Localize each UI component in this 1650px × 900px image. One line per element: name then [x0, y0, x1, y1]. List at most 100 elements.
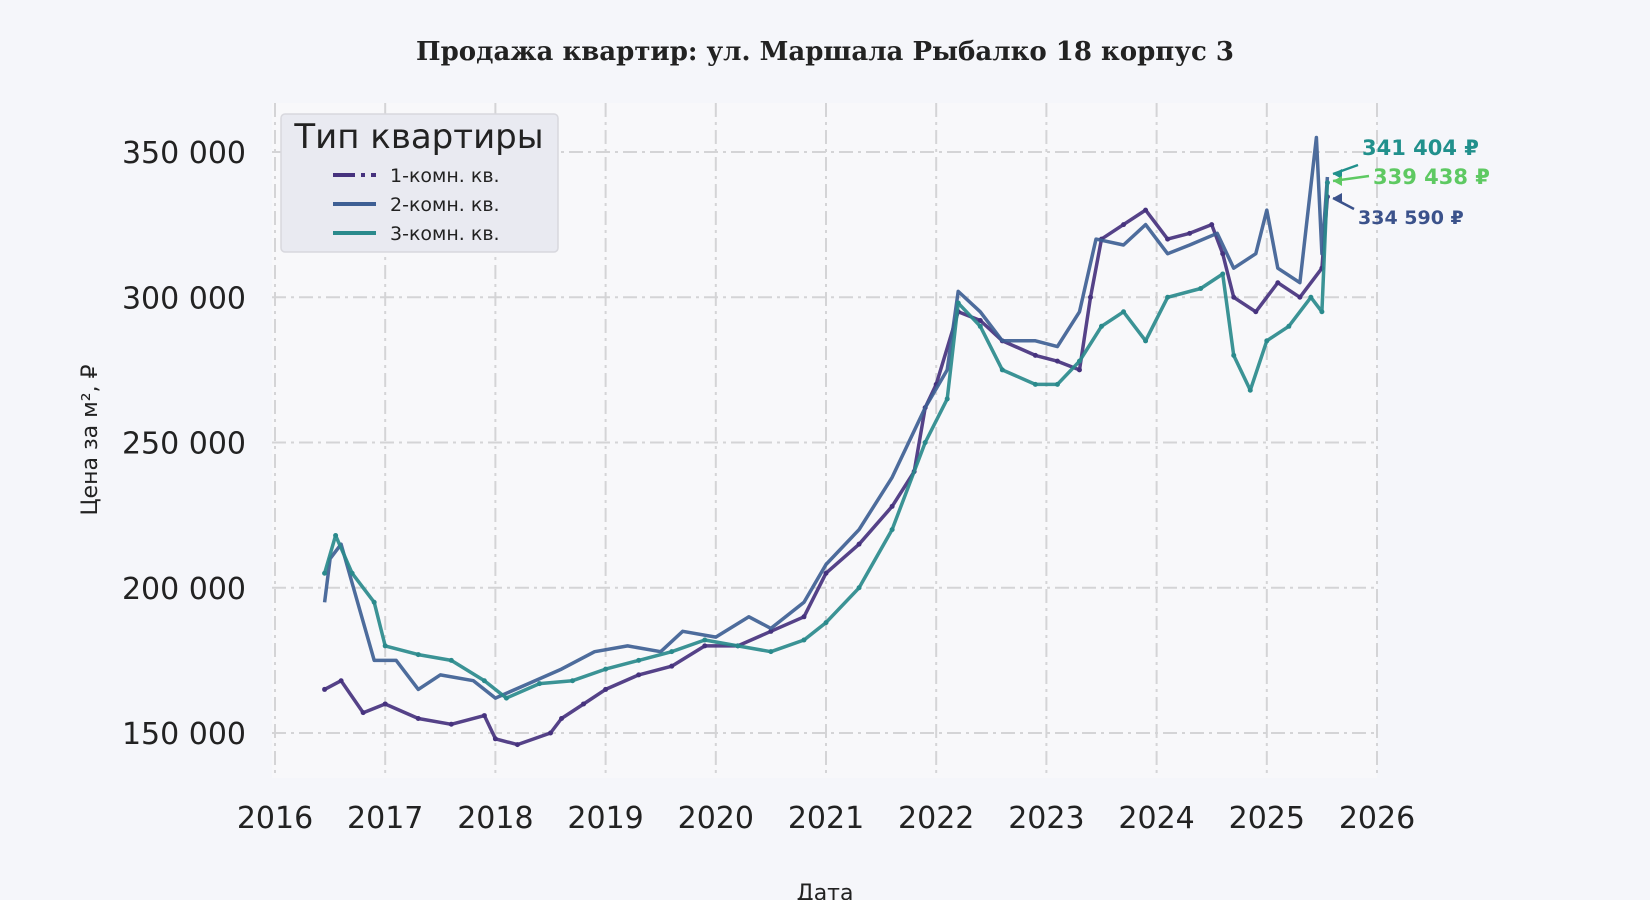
data-point: [481, 678, 487, 684]
y-tick-label: 250 000: [122, 427, 246, 462]
data-point: [768, 628, 774, 634]
data-point: [1308, 294, 1314, 300]
legend-label: 2-комн. кв.: [390, 194, 500, 216]
legend-label: 1-комн. кв.: [390, 165, 500, 187]
data-point: [1165, 294, 1171, 300]
y-tick-label: 300 000: [122, 281, 246, 316]
data-point: [536, 681, 542, 687]
data-point: [322, 686, 328, 692]
y-tick-label: 350 000: [122, 136, 246, 171]
x-tick-label: 2022: [898, 801, 974, 836]
data-point: [371, 599, 377, 605]
data-point: [1253, 309, 1259, 315]
data-point: [338, 678, 344, 684]
series-line-2: [322, 135, 1330, 700]
series-line-3: [322, 182, 1330, 700]
annotation-label: 339 438 ₽: [1373, 165, 1490, 189]
data-point: [492, 736, 498, 742]
x-tick-label: 2021: [788, 801, 864, 836]
data-point: [889, 527, 895, 533]
data-point: [481, 713, 487, 719]
x-tick-label: 2016: [237, 801, 313, 836]
data-point: [977, 323, 983, 329]
data-point: [856, 585, 862, 591]
data-point: [1275, 280, 1281, 286]
data-point: [1054, 358, 1060, 364]
data-point: [382, 701, 388, 707]
data-point: [636, 657, 642, 663]
x-tick-label: 2023: [1008, 801, 1084, 836]
data-point: [1076, 367, 1082, 373]
data-point: [1231, 352, 1237, 358]
data-point: [1032, 381, 1038, 387]
data-point: [1247, 387, 1253, 393]
data-point: [702, 637, 708, 643]
chart-title: Продажа квартир: ул. Маршала Рыбалко 18 …: [416, 37, 1234, 67]
data-point: [1264, 338, 1270, 344]
data-point: [503, 695, 509, 701]
series-lines: [322, 135, 1330, 748]
x-tick-label: 2026: [1339, 801, 1415, 836]
data-point: [1121, 222, 1127, 228]
data-point: [735, 643, 741, 649]
data-point: [548, 730, 553, 736]
data-point: [322, 570, 328, 576]
data-point: [1143, 338, 1149, 344]
data-point: [1220, 251, 1226, 257]
data-point: [1165, 236, 1171, 242]
data-point: [1143, 207, 1149, 213]
data-point: [977, 317, 983, 323]
data-point: [1187, 230, 1193, 236]
data-point: [669, 649, 675, 655]
data-point: [514, 742, 520, 748]
annotation-label: 341 404 ₽: [1362, 136, 1479, 160]
x-tick-label: 2019: [567, 801, 643, 836]
ticks: 2016 2017 2018 2019 2020 2021 2022 2023 2024 2025…: [122, 136, 1415, 836]
data-point: [360, 710, 366, 716]
data-point: [636, 672, 642, 678]
data-point: [448, 657, 454, 663]
data-point: [581, 701, 587, 707]
legend[interactable]: Тип квартиры 1-комн. кв. 2-комн. кв. 3-комн…: [280, 113, 559, 253]
data-point: [1076, 358, 1082, 364]
data-point: [1286, 323, 1292, 329]
data-point: [1054, 381, 1060, 387]
data-point: [382, 643, 388, 649]
annotation-label: 334 590 ₽: [1358, 207, 1464, 229]
data-point: [801, 637, 807, 643]
legend-box: [280, 113, 559, 253]
arrowhead-icon: [1333, 193, 1342, 203]
x-tick-label: 2024: [1118, 801, 1194, 836]
data-point: [1099, 323, 1104, 329]
data-point: [559, 715, 565, 721]
data-point: [570, 678, 576, 684]
data-point: [1220, 271, 1226, 277]
data-point: [922, 440, 928, 445]
data-point: [1231, 294, 1237, 300]
x-tick-label: 2025: [1229, 801, 1305, 836]
arrowhead-icon: [1333, 176, 1342, 186]
x-tick-label: 2018: [457, 801, 533, 836]
data-point: [1209, 222, 1215, 228]
data-point: [415, 715, 421, 721]
data-point: [669, 663, 675, 669]
data-point: [1198, 286, 1204, 292]
data-point: [955, 300, 961, 306]
data-point: [1319, 309, 1325, 315]
data-point: [1032, 352, 1038, 358]
x-tick-label: 2017: [347, 801, 423, 836]
data-point: [349, 570, 355, 576]
data-point: [415, 652, 421, 658]
data-point: [1324, 180, 1330, 186]
data-point: [768, 649, 774, 655]
data-point: [448, 721, 454, 727]
data-point: [823, 570, 829, 576]
x-axis-label: Дата: [797, 881, 854, 900]
data-point: [823, 620, 829, 626]
annotations: 341 404 ₽ 339 438 ₽ 334 590 ₽: [1332, 136, 1490, 229]
arrowhead-icon: [1333, 169, 1342, 179]
data-point: [1297, 294, 1303, 300]
data-point: [889, 503, 895, 509]
x-tick-label: 2020: [678, 801, 754, 836]
